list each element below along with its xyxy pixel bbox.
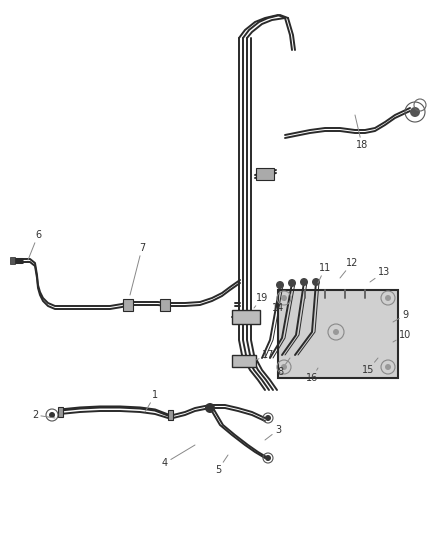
Circle shape: [265, 415, 271, 421]
Bar: [160, 299, 170, 311]
Circle shape: [281, 364, 287, 370]
Text: 11: 11: [318, 263, 331, 283]
Circle shape: [281, 295, 287, 301]
Bar: [58, 407, 63, 417]
Bar: [232, 355, 256, 367]
Circle shape: [49, 412, 55, 418]
Text: 9: 9: [393, 310, 408, 322]
Bar: [123, 299, 133, 311]
Circle shape: [276, 281, 284, 289]
Text: 16: 16: [306, 368, 318, 383]
Text: 12: 12: [340, 258, 358, 278]
Text: 17: 17: [256, 350, 274, 360]
Text: 1: 1: [145, 390, 158, 412]
Circle shape: [333, 329, 339, 335]
Circle shape: [205, 403, 215, 413]
Circle shape: [288, 279, 296, 287]
Text: 18: 18: [355, 115, 368, 150]
Text: 19: 19: [254, 293, 268, 308]
Bar: [278, 290, 398, 378]
Text: 10: 10: [393, 330, 411, 342]
Circle shape: [410, 107, 420, 117]
Bar: [168, 410, 173, 420]
Text: 7: 7: [130, 243, 145, 295]
Circle shape: [300, 278, 308, 286]
Text: 3: 3: [265, 425, 281, 440]
Bar: [232, 310, 260, 324]
Text: 15: 15: [362, 358, 378, 375]
Text: 14: 14: [272, 300, 285, 313]
Bar: [10, 257, 15, 264]
Text: 6: 6: [28, 230, 41, 260]
Circle shape: [385, 364, 391, 370]
Text: 2: 2: [32, 410, 55, 420]
Circle shape: [312, 278, 320, 286]
Bar: [256, 168, 274, 180]
Text: 8: 8: [277, 358, 290, 377]
Text: 4: 4: [162, 445, 195, 468]
Text: 13: 13: [370, 267, 390, 282]
Text: 5: 5: [215, 455, 228, 475]
Circle shape: [265, 455, 271, 461]
Circle shape: [385, 295, 391, 301]
